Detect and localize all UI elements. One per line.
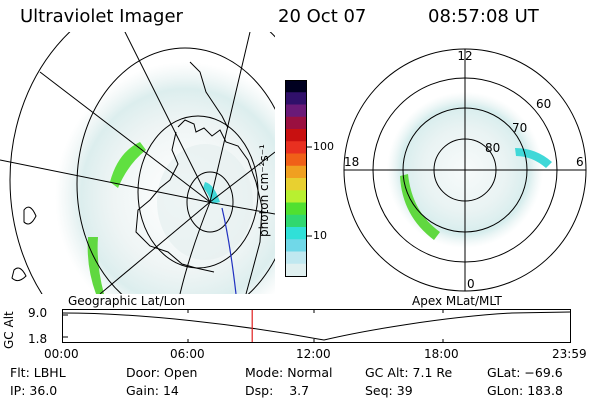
coastline — [177, 119, 263, 294]
colorbar-tick: 10 — [313, 229, 327, 242]
mlt-label-12: 12 — [457, 49, 472, 63]
colorbar-cell — [285, 141, 307, 154]
longitude-line — [39, 71, 211, 203]
mlat-label-60: 60 — [536, 97, 551, 111]
altitude-curve — [62, 311, 571, 341]
colorbar-cell — [285, 80, 307, 93]
instrument-title: Ultraviolet Imager — [20, 6, 183, 27]
coastline — [135, 131, 215, 273]
coastline — [11, 267, 27, 282]
colorbar-cell — [285, 263, 307, 277]
door-status: Door: Open — [126, 365, 198, 380]
colorbar-cell — [285, 116, 307, 130]
mlt-label-0: 0 — [467, 277, 475, 291]
colorbar-cell — [285, 92, 307, 105]
filter-status: Flt: LBHL — [10, 365, 66, 380]
altitude-xtick: 06:00 — [170, 347, 205, 361]
longitude-line — [124, 32, 211, 203]
colorbar-tick: 100 — [313, 140, 334, 153]
longitude-line — [179, 201, 211, 294]
longitude-line — [209, 32, 251, 203]
altitude-plot — [62, 309, 571, 343]
gc-alt-status: GC Alt: 7.1 Re — [365, 365, 453, 380]
colorbar-cell — [285, 202, 307, 216]
mlt-label-6: 6 — [576, 155, 584, 169]
colorbar-cell — [285, 251, 307, 265]
colorbar-cell — [285, 153, 307, 167]
mlat-label-70: 70 — [512, 121, 527, 135]
latitude-circle — [76, 47, 275, 294]
coastline — [23, 206, 37, 225]
altitude-xtick: 00:00 — [44, 347, 79, 361]
colorbar-cell — [285, 214, 307, 228]
mlt-label-18: 18 — [344, 155, 359, 169]
mlat-label-80: 80 — [485, 141, 500, 155]
colorbar-cell — [285, 165, 307, 179]
sequence-status: Seq: 39 — [365, 383, 413, 398]
altitude-ytick: 9.0 — [28, 306, 48, 320]
colorbar-cell — [285, 178, 307, 191]
colorbar — [285, 80, 307, 277]
colorbar-cell — [285, 239, 307, 252]
colorbar-ticks — [307, 146, 312, 237]
mode-status: Mode: Normal — [245, 365, 333, 380]
colorbar-cell — [285, 227, 307, 240]
altitude-ylabel: GC Alt — [2, 311, 16, 349]
geographic-label: Geographic Lat/Lon — [68, 294, 186, 308]
altitude-xtick: 23:59 — [552, 347, 587, 361]
mlat-mlt-plot: 12 18 6 0 60 70 80 — [343, 48, 587, 292]
colorbar-cell — [285, 190, 307, 203]
altitude-xtick: 12:00 — [296, 347, 331, 361]
geo-longitude: GLon: 183.8 — [487, 383, 563, 398]
latitude-circle — [9, 32, 275, 294]
longitude-line — [209, 151, 275, 203]
ip-status: IP: 36.0 — [10, 383, 58, 398]
time-label: 08:57:08 UT — [428, 6, 539, 27]
gain-status: Gain: 14 — [126, 383, 179, 398]
colorbar-cell — [285, 129, 307, 142]
aurora-patch — [203, 182, 220, 204]
aurora-patch — [515, 148, 552, 168]
colorbar-cell — [285, 104, 307, 118]
altitude-ytick: 1.8 — [28, 332, 48, 346]
geo-latitude: GLat: −69.6 — [487, 365, 563, 380]
altitude-xtick: 18:00 — [424, 347, 459, 361]
dsp-status: Dsp: 3.7 — [245, 383, 310, 398]
aurora-patch — [87, 237, 104, 294]
longitude-line — [0, 159, 275, 215]
colorbar-unit-label: photon cm⁻²s⁻¹ — [257, 144, 271, 237]
date-label: 20 Oct 07 — [278, 6, 367, 27]
geographic-map — [0, 32, 275, 294]
terminator-line — [221, 207, 237, 294]
coastline — [189, 61, 229, 129]
aurora-patch — [110, 142, 146, 188]
aurora-patch — [400, 174, 440, 240]
latitude-circle — [186, 171, 234, 233]
apex-label: Apex MLat/MLT — [412, 294, 502, 308]
